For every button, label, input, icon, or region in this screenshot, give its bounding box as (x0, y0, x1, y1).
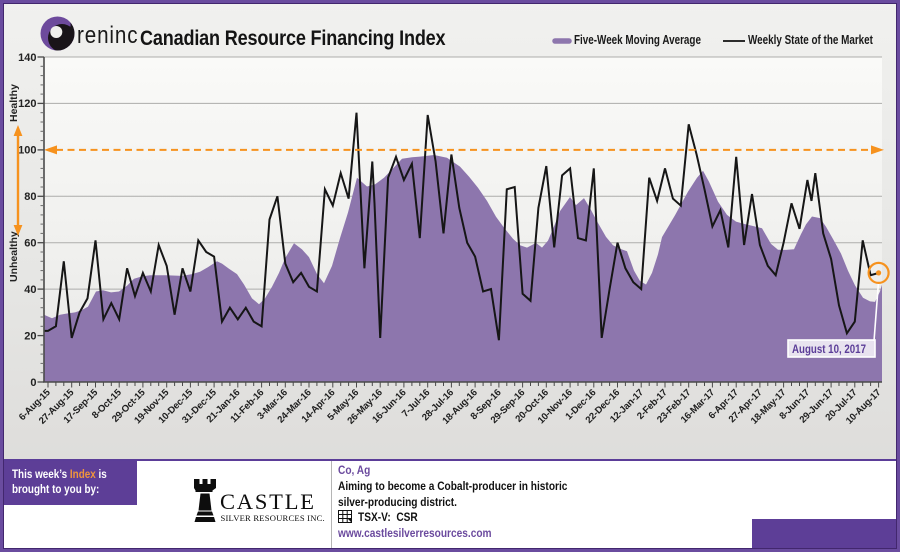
svg-text:80: 80 (24, 191, 36, 203)
svg-text:100: 100 (18, 145, 36, 157)
svg-text:Healthy: Healthy (8, 84, 20, 122)
svg-text:60: 60 (24, 238, 36, 250)
svg-text:SILVER RESOURCES INC.: SILVER RESOURCES INC. (221, 513, 325, 523)
svg-text:0: 0 (30, 377, 36, 389)
svg-text:Unhealthy: Unhealthy (8, 231, 20, 282)
svg-text:40: 40 (24, 284, 36, 296)
svg-text:140: 140 (18, 52, 36, 64)
svg-text:CASTLE: CASTLE (220, 489, 316, 514)
svg-text:August 10, 2017: August 10, 2017 (792, 344, 866, 356)
svg-text:120: 120 (18, 98, 36, 110)
svg-text:20: 20 (24, 330, 36, 342)
